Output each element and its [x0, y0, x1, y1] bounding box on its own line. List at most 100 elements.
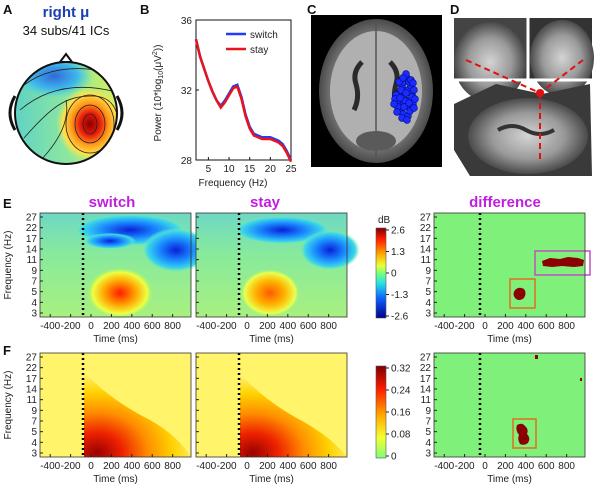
panel-label-d: D — [450, 2, 459, 17]
tf-xtick: -400 — [196, 321, 216, 332]
ersp-colorbar — [375, 227, 387, 319]
tf-xtick: 200 — [259, 321, 276, 332]
spectrum-xtick: 15 — [244, 164, 256, 175]
tf-ytick: 27 — [26, 213, 38, 224]
tf-xtick: 800 — [164, 461, 181, 472]
dipole — [402, 89, 410, 97]
panel-label-a: A — [3, 2, 13, 17]
tf-ytick: 9 — [425, 406, 431, 417]
tf-ytick: 3 — [31, 309, 37, 320]
tf-xtick: -200 — [455, 461, 475, 472]
tf-xtick: 200 — [259, 461, 276, 472]
tf-ytick: 11 — [27, 395, 38, 406]
tf-ylabel: Frequency (Hz) — [3, 231, 14, 300]
tf-ytick: 17 — [420, 374, 432, 385]
tf-xtick: -400 — [196, 461, 216, 472]
tf-xtick: 400 — [279, 461, 296, 472]
highlight-box-mu — [534, 250, 591, 276]
tf-xtick: 600 — [144, 321, 161, 332]
significance-cluster-theta — [513, 287, 526, 300]
tf-xtick: 200 — [497, 461, 514, 472]
tf-ytick: 22 — [420, 223, 432, 234]
ersp-title-switch: switch — [89, 194, 136, 211]
dipole — [410, 86, 418, 94]
dipole — [409, 79, 417, 87]
tf-xtick: 200 — [103, 461, 120, 472]
tf-ytick: 17 — [420, 234, 432, 245]
spectrum-xtick: 5 — [206, 164, 212, 175]
ersp-map-stay — [196, 213, 360, 317]
colorbar-tick: 1.3 — [391, 247, 405, 258]
panel-f: F 0.320.240.160.080 272217141197543-400-… — [3, 343, 586, 485]
right-ear-icon — [115, 95, 124, 131]
tf-xtick: -200 — [61, 321, 81, 332]
tf-ytick: 27 — [420, 353, 432, 364]
legend-label-stay: stay — [250, 45, 268, 56]
spectrum-xlabel: Frequency (Hz) — [199, 178, 268, 189]
tf-ytick: 5 — [31, 427, 37, 438]
tf-ytick: 14 — [26, 385, 38, 396]
tf-ytick: 4 — [31, 298, 37, 309]
topomap-head — [8, 52, 124, 165]
tf-xtick: 600 — [144, 461, 161, 472]
dipole-location-marker — [536, 89, 544, 97]
spectrum-ytick: 28 — [181, 156, 193, 167]
tf-ytick: 11 — [27, 255, 38, 266]
tf-xlabel: Time (ms) — [487, 474, 532, 485]
panel-d: D — [450, 2, 594, 176]
tf-ytick: 3 — [31, 449, 37, 460]
panel-label-b: B — [140, 2, 149, 17]
colorbar-tick: 0.16 — [391, 408, 411, 419]
dipole — [405, 99, 413, 107]
tf-ytick: 22 — [26, 223, 38, 234]
itc-colorbar — [375, 365, 387, 459]
itc-map-switch — [40, 353, 191, 457]
tf-xtick: -400 — [40, 321, 60, 332]
colorbar-tick: 0.08 — [391, 430, 411, 441]
panel-a: A right μ 34 subs/41 ICs — [3, 2, 124, 165]
tf-ytick: 5 — [31, 287, 37, 298]
tf-ytick: 4 — [425, 298, 431, 309]
tf-xtick: 800 — [320, 461, 337, 472]
tf-ytick: 7 — [31, 417, 37, 428]
itc-map-difference — [434, 353, 585, 457]
tf-ytick: 3 — [425, 309, 431, 320]
tf-xtick: 600 — [538, 321, 555, 332]
tf-xtick: -400 — [434, 321, 454, 332]
colorbar-tick: 0 — [391, 269, 397, 280]
dipole-cluster — [390, 70, 419, 124]
ersp-map-switch — [40, 213, 210, 319]
spectrum-ytick: 36 — [181, 16, 193, 27]
tf-xtick: 600 — [538, 461, 555, 472]
dipole — [390, 100, 398, 108]
highlight-box-theta — [509, 278, 536, 309]
itc-significance-cluster — [516, 423, 530, 445]
tf-xtick: 0 — [244, 461, 250, 472]
colorbar-tick: 2.6 — [391, 226, 405, 237]
tf-ytick: 14 — [420, 385, 432, 396]
tf-ytick: 5 — [425, 287, 431, 298]
ersp-title-difference: difference — [469, 194, 541, 211]
tf-xtick: 0 — [88, 461, 94, 472]
tf-ytick: 7 — [31, 277, 37, 288]
tf-ytick: 7 — [425, 417, 431, 428]
tf-ytick: 17 — [26, 234, 38, 245]
dipole — [393, 108, 401, 116]
tf-xtick: 200 — [103, 321, 120, 332]
tf-xtick: 200 — [497, 321, 514, 332]
spectrum-xtick: 25 — [285, 164, 297, 175]
tf-ytick: 17 — [26, 374, 38, 385]
tf-xtick: -200 — [217, 321, 237, 332]
colorbar-tick: 0.32 — [391, 364, 411, 375]
tf-xtick: 0 — [482, 321, 488, 332]
itc-highlight-box — [512, 418, 537, 449]
tf-xlabel: Time (ms) — [93, 334, 138, 345]
panel-label-f: F — [3, 343, 11, 358]
tf-xtick: 600 — [300, 461, 317, 472]
tf-xtick: 800 — [164, 321, 181, 332]
tf-ytick: 11 — [421, 255, 432, 266]
tf-ytick: 14 — [26, 245, 38, 256]
colorbar-unit: dB — [378, 215, 391, 226]
